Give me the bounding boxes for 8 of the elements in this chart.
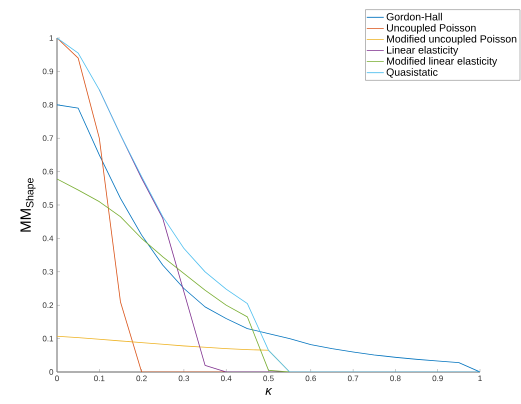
legend-label: Linear elasticity	[387, 46, 458, 56]
legend-label: Gordon-Hall	[386, 12, 442, 20]
legend-label: Modified linear elasticity	[387, 57, 498, 67]
legend-label: Modified uncoupled Poisson	[387, 34, 516, 45]
legend-label: Quasistatic	[386, 68, 438, 78]
x-axis-title: κ	[265, 388, 272, 395]
y-axis-title: MM$_{Shape}$	[20, 178, 36, 232]
legend-label: Uncoupled Poisson	[386, 24, 476, 34]
